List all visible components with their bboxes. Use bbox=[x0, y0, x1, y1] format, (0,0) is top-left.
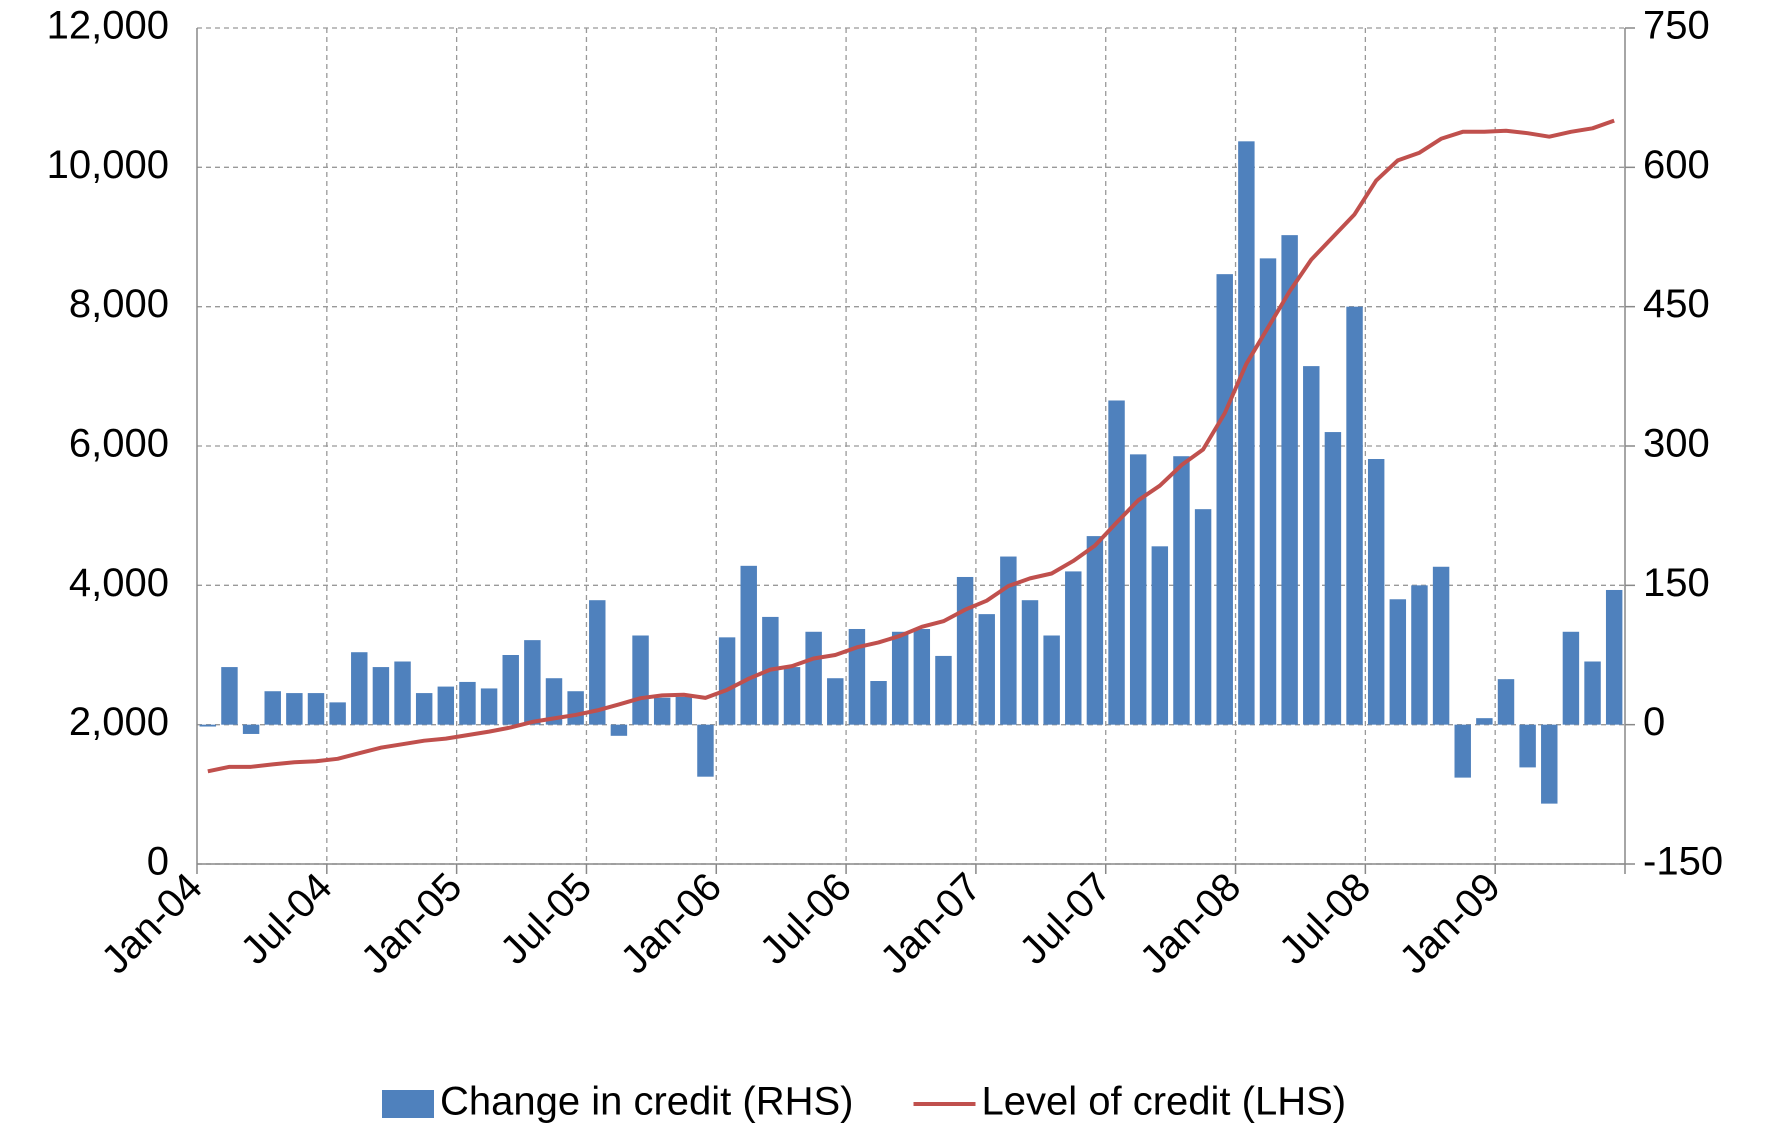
legend-label: Change in credit (RHS) bbox=[440, 1080, 854, 1124]
bar bbox=[351, 652, 368, 725]
x-tick-label: Jan-07 bbox=[872, 865, 990, 983]
bar bbox=[1562, 631, 1580, 725]
y2-tick-label: 300 bbox=[1643, 422, 1710, 466]
bar bbox=[372, 667, 390, 725]
y2-tick-label: -150 bbox=[1643, 840, 1723, 884]
bar bbox=[1065, 571, 1082, 725]
bar bbox=[1173, 456, 1190, 725]
x-tick-label: Jul-08 bbox=[1271, 865, 1379, 973]
y2-tick-label: 600 bbox=[1643, 143, 1710, 187]
bar bbox=[913, 628, 931, 725]
bar bbox=[675, 696, 693, 725]
bar bbox=[286, 693, 303, 725]
y2-tick-label: 750 bbox=[1643, 4, 1710, 48]
bar bbox=[264, 691, 281, 725]
bar bbox=[697, 724, 714, 777]
legend-label: Level of credit (LHS) bbox=[982, 1080, 1347, 1124]
bar bbox=[1432, 566, 1450, 725]
bar bbox=[1238, 141, 1255, 725]
bar bbox=[1259, 258, 1277, 725]
legend-swatch bbox=[382, 1090, 434, 1118]
y-tick-label: 10,000 bbox=[47, 143, 169, 187]
bar bbox=[956, 576, 974, 725]
y-tick-label: 2,000 bbox=[69, 700, 169, 744]
bar bbox=[589, 600, 606, 725]
y-tick-label: 4,000 bbox=[69, 561, 169, 605]
bar bbox=[1129, 454, 1147, 725]
bar bbox=[1346, 306, 1363, 725]
bar bbox=[632, 635, 649, 725]
x-tick-label: Jan-06 bbox=[613, 865, 731, 983]
bar bbox=[480, 688, 498, 725]
bar bbox=[502, 655, 519, 725]
bar bbox=[394, 661, 411, 725]
bar bbox=[1584, 661, 1601, 725]
bar bbox=[740, 565, 757, 725]
bar bbox=[524, 640, 541, 725]
x-tick-label: Jan-09 bbox=[1391, 865, 1509, 983]
bar bbox=[1519, 724, 1536, 768]
bar bbox=[891, 631, 909, 725]
bar bbox=[718, 637, 736, 725]
bar bbox=[199, 724, 217, 727]
bar bbox=[459, 681, 476, 725]
y2-tick-label: 150 bbox=[1643, 561, 1710, 605]
bar bbox=[1454, 724, 1471, 778]
bar bbox=[242, 724, 260, 734]
bar bbox=[1021, 600, 1039, 725]
bar bbox=[1303, 366, 1320, 725]
bar bbox=[848, 628, 866, 725]
bar bbox=[1324, 432, 1342, 725]
bar bbox=[1367, 459, 1385, 725]
y-tick-label: 8,000 bbox=[69, 282, 169, 326]
bar bbox=[1216, 274, 1233, 725]
bar bbox=[1108, 400, 1125, 725]
bar bbox=[1476, 718, 1493, 725]
bar bbox=[1605, 589, 1623, 725]
bar bbox=[1497, 679, 1515, 725]
bar bbox=[827, 678, 844, 725]
bar bbox=[567, 691, 584, 725]
y-tick-label: 0 bbox=[147, 840, 169, 884]
bar bbox=[1043, 635, 1060, 725]
bar bbox=[1086, 536, 1104, 725]
bar bbox=[1151, 546, 1169, 725]
bar bbox=[610, 724, 628, 736]
bar bbox=[1000, 556, 1017, 725]
bar bbox=[545, 678, 563, 725]
bar bbox=[783, 667, 801, 725]
y-tick-label: 12,000 bbox=[47, 4, 169, 48]
bar bbox=[978, 614, 995, 725]
x-tick-label: Jul-05 bbox=[492, 865, 600, 973]
bar bbox=[870, 681, 887, 725]
bar bbox=[1389, 599, 1407, 725]
bar bbox=[329, 702, 346, 725]
y-tick-label: 6,000 bbox=[69, 422, 169, 466]
x-tick-label: Jul-07 bbox=[1011, 865, 1119, 973]
bar bbox=[221, 667, 238, 725]
bar bbox=[653, 697, 671, 725]
y2-tick-label: 0 bbox=[1643, 700, 1665, 744]
line bbox=[207, 118, 1615, 774]
bar bbox=[935, 655, 952, 725]
x-tick-label: Jan-08 bbox=[1132, 865, 1250, 983]
bar bbox=[1411, 585, 1428, 725]
bar bbox=[437, 686, 455, 725]
x-tick-label: Jan-05 bbox=[353, 865, 471, 983]
bar bbox=[307, 693, 325, 725]
bar bbox=[1281, 235, 1298, 725]
bar bbox=[1194, 509, 1212, 725]
bar bbox=[1541, 724, 1558, 804]
x-tick-label: Jul-06 bbox=[752, 865, 860, 973]
y2-tick-label: 450 bbox=[1643, 282, 1710, 326]
bar bbox=[805, 631, 822, 725]
x-tick-label: Jul-04 bbox=[232, 865, 340, 973]
bar bbox=[415, 693, 433, 725]
